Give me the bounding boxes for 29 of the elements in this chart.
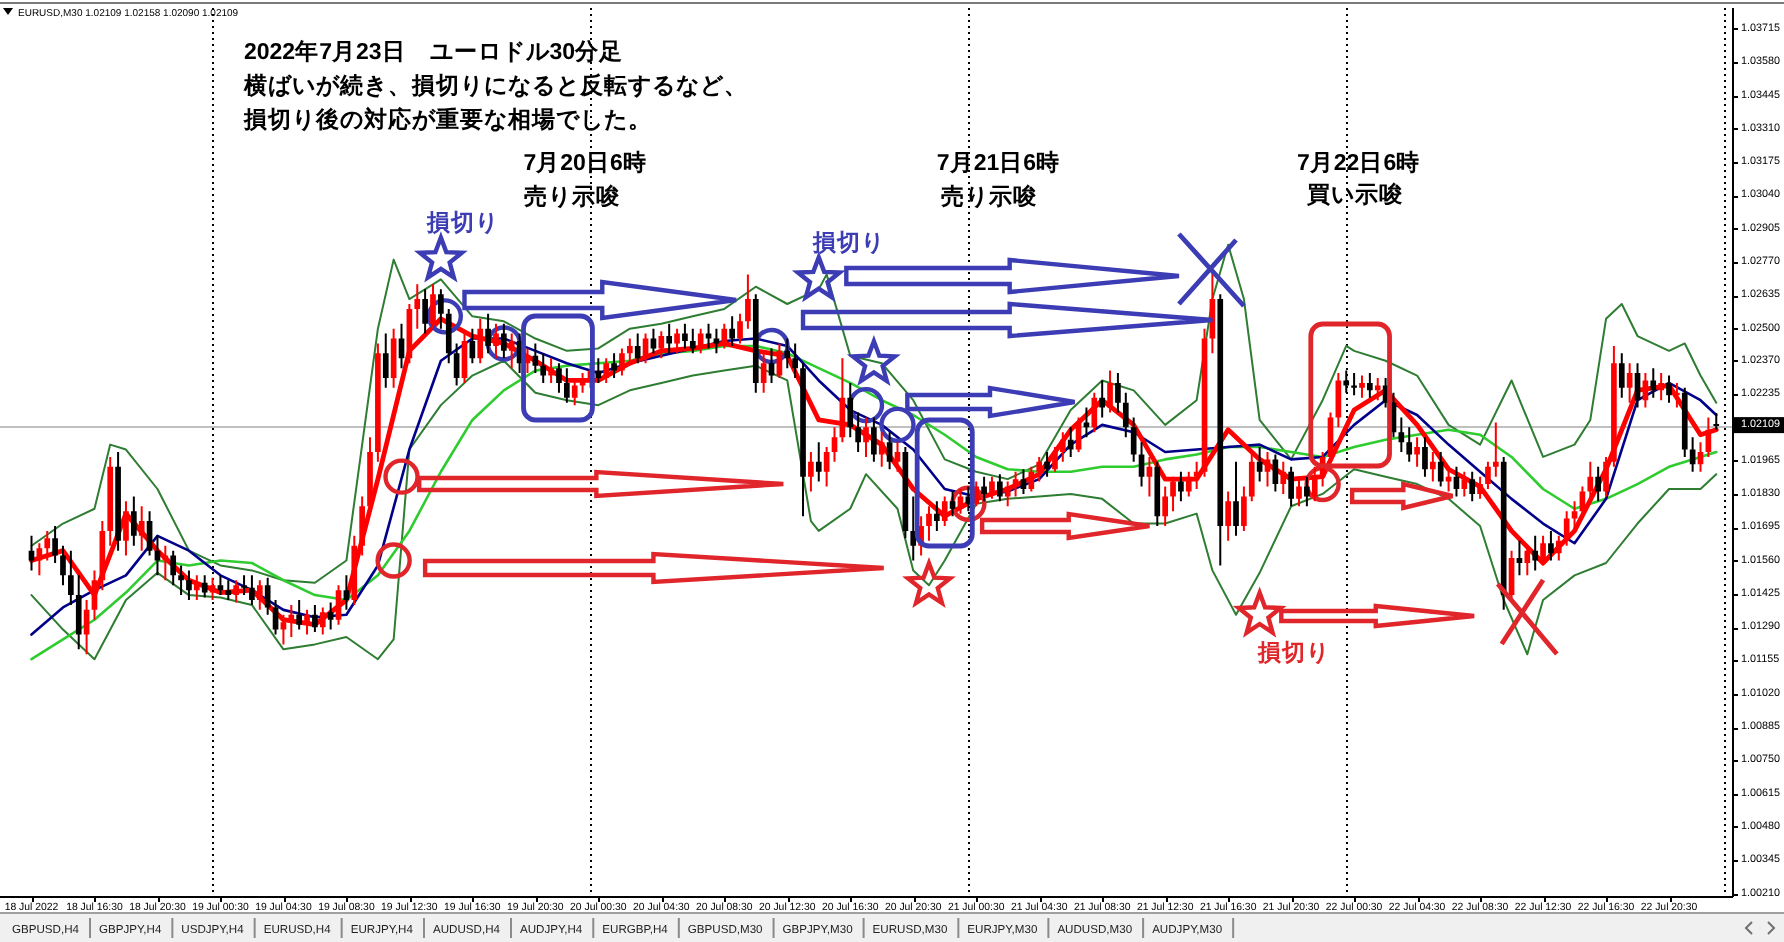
point (847, 386, 885, 424)
point (383, 458, 420, 495)
text: 横ばいが続き、損切りになると反転するなど、損切り後の対応が重要な相場でした。 (242, 71, 748, 133)
annotation: 損切り (1255, 638, 1330, 666)
candlestick (1492, 422, 1499, 477)
point (879, 406, 916, 444)
candlestick (611, 353, 617, 378)
point (950, 485, 987, 522)
candlestick (414, 284, 421, 329)
annotation: 損切り (810, 228, 885, 256)
candlestick (225, 580, 232, 600)
point (485, 325, 523, 362)
point (375, 542, 412, 579)
point (1236, 590, 1283, 635)
annotation: 買い示唆 (1304, 180, 1405, 208)
annotation: 損切り (425, 208, 500, 236)
annotation: 売り示唆 (940, 182, 1039, 210)
point (795, 255, 842, 300)
candlestick (1713, 413, 1720, 430)
candlestick (241, 575, 247, 596)
point (1304, 465, 1341, 503)
point (426, 298, 464, 335)
candlestick (1674, 382, 1680, 408)
annotation: 売り示唆 (523, 182, 622, 210)
candlestick (548, 358, 554, 383)
point (417, 235, 464, 280)
annotation: 7月22日6時 (1297, 148, 1421, 176)
annotation: 7月21日6時 (936, 148, 1061, 176)
candlestick (178, 565, 184, 596)
